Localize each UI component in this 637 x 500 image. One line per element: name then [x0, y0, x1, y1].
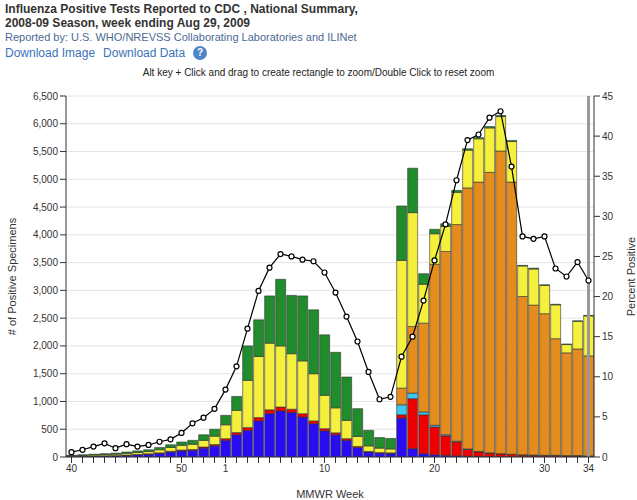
html-text:Download Image: Download Image	[5, 46, 96, 60]
svg-text:30: 30	[539, 463, 551, 474]
svg-text:1: 1	[223, 463, 229, 474]
svg-text:34: 34	[583, 463, 595, 474]
html-text:Download Data: Download Data	[103, 46, 186, 60]
svg-text:50: 50	[176, 463, 188, 474]
svg-text:4,500: 4,500	[33, 202, 58, 213]
svg-text:2,000: 2,000	[33, 340, 58, 351]
svg-text:MMWR Week: MMWR Week	[296, 488, 364, 500]
svg-text:30: 30	[602, 211, 614, 222]
svg-text:40: 40	[66, 463, 78, 474]
svg-text:10: 10	[319, 463, 331, 474]
svg-text:20: 20	[602, 291, 614, 302]
svg-text:3,500: 3,500	[33, 257, 58, 268]
svg-text:Percent Positive: Percent Positive	[625, 237, 629, 316]
svg-text:1,500: 1,500	[33, 368, 58, 379]
html-text:2008-09 Season, week ending Au: 2008-09 Season, week ending Aug 29, 2009	[5, 16, 250, 30]
svg-text:0: 0	[602, 452, 608, 463]
html-text:Influenza Positive Tests Repor: Influenza Positive Tests Reported to CDC…	[5, 2, 358, 16]
svg-text:1,000: 1,000	[33, 396, 58, 407]
svg-text:5: 5	[602, 411, 608, 422]
svg-text:4,000: 4,000	[33, 229, 58, 240]
svg-text:6,000: 6,000	[33, 118, 58, 129]
svg-text:# of Positive Specimens: # of Positive Specimens	[8, 217, 18, 335]
svg-text:45: 45	[602, 91, 614, 102]
svg-text:25: 25	[602, 251, 614, 262]
svg-text:3,000: 3,000	[33, 285, 58, 296]
svg-text:500: 500	[41, 424, 58, 435]
svg-text:35: 35	[602, 171, 614, 182]
svg-text:6,500: 6,500	[33, 91, 58, 102]
svg-text:0: 0	[52, 452, 58, 463]
svg-text:20: 20	[429, 463, 441, 474]
html-text:Alt key + Click and drag to cr: Alt key + Click and drag to create recta…	[142, 67, 495, 78]
svg-text:10: 10	[602, 371, 614, 382]
html-text:Reported by: U.S. WHO/NREVSS C: Reported by: U.S. WHO/NREVSS Collaborati…	[5, 31, 357, 43]
svg-text:5,000: 5,000	[33, 174, 58, 185]
svg-text:5,500: 5,500	[33, 146, 58, 157]
svg-text:15: 15	[602, 331, 614, 342]
svg-text:40: 40	[602, 131, 614, 142]
svg-text:2,500: 2,500	[33, 313, 58, 324]
